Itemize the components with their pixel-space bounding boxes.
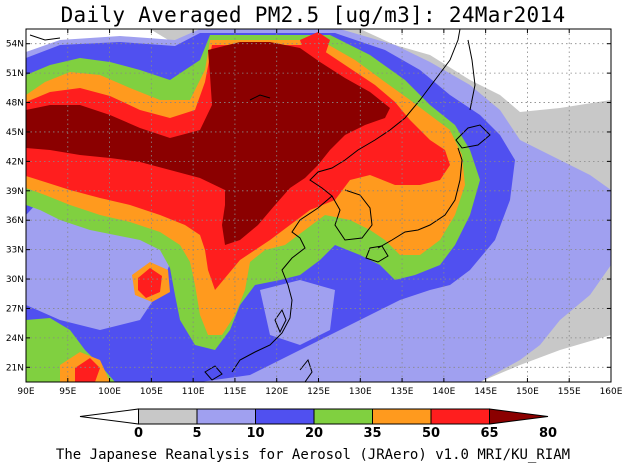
map-title: Daily Averaged PM2.5 [ug/m3]: 24Mar2014 — [60, 3, 566, 27]
lon-tick-label: 135E — [391, 387, 414, 397]
lon-tick-label: 115E — [223, 387, 246, 397]
colorbar-segment — [196, 408, 256, 425]
lat-tick-label: 36N — [6, 216, 24, 226]
field-level-80 — [26, 42, 390, 245]
lon-tick-label: 95E — [59, 387, 76, 397]
lat-tick-label: 39N — [6, 187, 24, 197]
lat-tick-label: 30N — [6, 275, 24, 285]
longitude-axis: 90E 95E 100E 105E 110E 115E 120E 125E 130E 135E 14… — [17, 29, 623, 397]
lon-tick-label: 110E — [182, 387, 205, 397]
coast-hainan — [204, 365, 223, 381]
lon-tick-label: 160E — [600, 387, 623, 397]
colorbar-segment — [430, 408, 490, 425]
coast-sakhalin — [467, 39, 476, 111]
coast-inland — [29, 34, 271, 101]
colorbar: 0 5 10 20 35 50 65 80 — [79, 408, 557, 441]
field-white-south — [480, 335, 611, 382]
colorbar-label: 0 — [134, 426, 143, 441]
coast-japan-honshu — [377, 147, 463, 249]
lon-tick-label: 140E — [432, 387, 455, 397]
lat-tick-label: 51N — [6, 69, 24, 79]
coast-taiwan — [274, 308, 287, 334]
lon-tick-label: 90E — [17, 387, 34, 397]
lat-tick-label: 24N — [6, 334, 24, 344]
lon-tick-label: 120E — [265, 387, 288, 397]
colorbar-segment — [313, 408, 373, 425]
colorbar-label: 20 — [305, 426, 323, 441]
colorbar-segment — [489, 408, 549, 425]
colorbar-label: 80 — [539, 426, 557, 441]
lon-tick-label: 100E — [98, 387, 121, 397]
colorbar-segment — [255, 408, 315, 425]
footer-credit: The Japanese Reanalysis for Aerosol (JRA… — [55, 447, 571, 463]
colorbar-label: 35 — [363, 426, 381, 441]
map-grid — [26, 29, 611, 382]
colorbar-label: 50 — [422, 426, 440, 441]
lat-tick-label: 21N — [6, 363, 24, 373]
coast-russia — [389, 29, 461, 131]
lat-tick-label: 54N — [6, 40, 24, 50]
colorbar-label: 10 — [246, 426, 264, 441]
coast-korea — [331, 189, 373, 241]
colorbar-segment — [138, 408, 198, 425]
concentration-field — [26, 29, 611, 382]
coast-philippines — [299, 358, 313, 382]
field-level-65-island — [138, 268, 162, 298]
lat-tick-label: 48N — [6, 99, 24, 109]
lon-tick-label: 150E — [516, 387, 539, 397]
field-level-65-south — [75, 358, 100, 382]
coast-japan-hokkaido — [455, 124, 491, 149]
colorbar-label: 65 — [480, 426, 498, 441]
lat-tick-label: 42N — [6, 157, 24, 167]
colorbar-label: 5 — [192, 426, 201, 441]
lon-tick-label: 130E — [349, 387, 372, 397]
coast-china — [231, 129, 391, 373]
coastlines — [29, 29, 491, 382]
colorbar-segment — [79, 408, 139, 425]
colorbar-segment — [372, 408, 432, 425]
lat-tick-label: 33N — [6, 246, 24, 256]
lon-tick-label: 155E — [558, 387, 581, 397]
lon-tick-label: 145E — [474, 387, 497, 397]
lon-tick-label: 125E — [307, 387, 330, 397]
lat-tick-label: 27N — [6, 304, 24, 314]
lon-tick-label: 105E — [140, 387, 163, 397]
lat-tick-label: 45N — [6, 128, 24, 138]
latitude-axis: 21N 24N 27N 30N 33N 36N 39N 42N 45N 48N 51N 54N — [6, 40, 611, 373]
